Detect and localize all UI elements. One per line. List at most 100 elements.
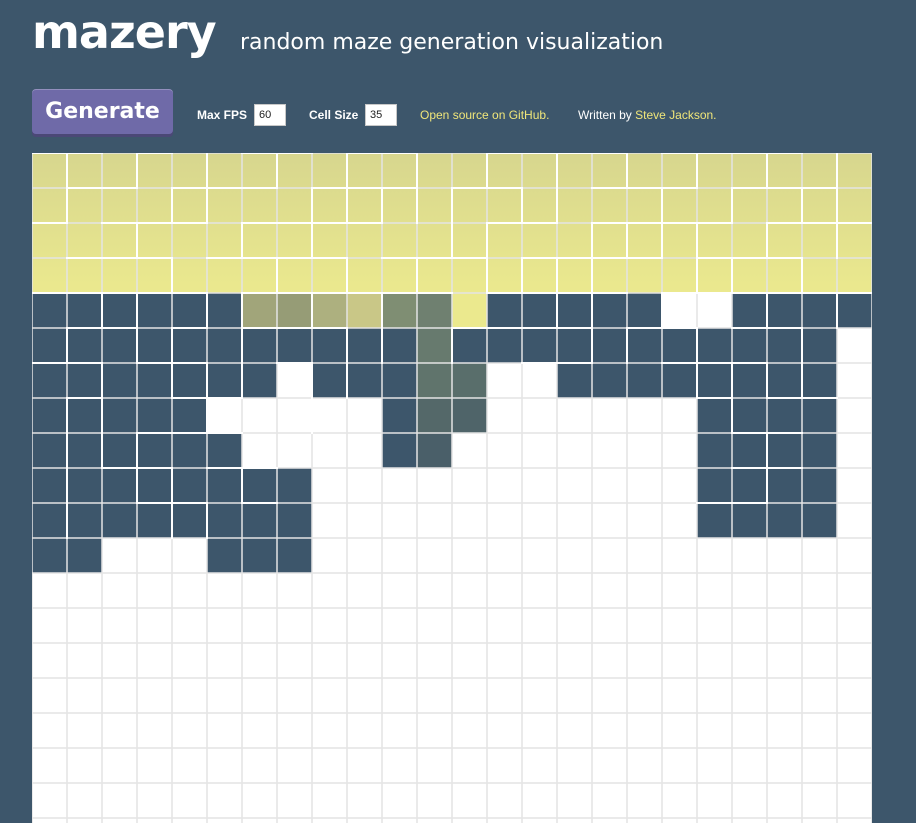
- maze-cell-unvisited: [837, 328, 872, 363]
- maze-cell-unvisited: [347, 783, 382, 818]
- maze-cell-visited: [802, 328, 837, 363]
- maze-cell-unvisited: [207, 678, 242, 713]
- maze-cell-unvisited: [417, 748, 452, 783]
- maze-cell-unvisited: [312, 643, 347, 678]
- cell-size-input[interactable]: [365, 104, 397, 126]
- maze-cell-unvisited: [697, 678, 732, 713]
- maze-cell-visited: [102, 503, 137, 538]
- maze-cell-visited: [32, 433, 67, 468]
- max-fps-input[interactable]: [254, 104, 286, 126]
- maze-canvas[interactable]: [32, 153, 872, 823]
- maze-cell-unvisited: [347, 818, 382, 823]
- maze-cell-unvisited: [522, 678, 557, 713]
- maze-cell-unvisited: [67, 818, 102, 823]
- maze-cell-visited: [242, 363, 277, 398]
- maze-cell-unvisited: [592, 573, 627, 608]
- maze-cell-unvisited: [347, 748, 382, 783]
- maze-cell-unvisited: [452, 713, 487, 748]
- maze-cell-unvisited: [207, 818, 242, 823]
- maze-cell-unvisited: [592, 433, 627, 468]
- maze-cell-visited: [732, 328, 767, 363]
- maze-cell-unvisited: [347, 608, 382, 643]
- maze-cell-unvisited: [452, 538, 487, 573]
- maze-cell-visited: [347, 363, 382, 398]
- maze-cell-unvisited: [522, 503, 557, 538]
- maze-cell-unvisited: [837, 608, 872, 643]
- maze-cell-unvisited: [837, 538, 872, 573]
- maze-cell-unvisited: [172, 608, 207, 643]
- maze-cell-visited: [522, 328, 557, 363]
- maze-cell-unvisited: [487, 433, 522, 468]
- maze-cell-unvisited: [277, 678, 312, 713]
- maze-cell-unvisited: [487, 468, 522, 503]
- maze-cell-visited: [732, 398, 767, 433]
- maze-cell-unvisited: [627, 783, 662, 818]
- maze-cell-unvisited: [767, 643, 802, 678]
- maze-cell-visited: [277, 503, 312, 538]
- maze-cell-unvisited: [347, 713, 382, 748]
- github-link[interactable]: Open source on GitHub.: [420, 108, 550, 122]
- maze-cell-visited: [382, 328, 417, 363]
- app-title: mazery: [32, 5, 217, 59]
- maze-cell-visited: [662, 328, 697, 363]
- maze-cell-visited: [592, 363, 627, 398]
- author-link[interactable]: Steve Jackson.: [635, 108, 717, 122]
- maze-cell-visited: [137, 363, 172, 398]
- maze-cell-unvisited: [802, 713, 837, 748]
- maze-cell-unvisited: [137, 818, 172, 823]
- maze-cell-visited: [172, 398, 207, 433]
- maze-cell-unvisited: [767, 573, 802, 608]
- maze-cell-unvisited: [347, 538, 382, 573]
- generate-button[interactable]: Generate: [32, 89, 173, 134]
- maze-cell-unvisited: [732, 818, 767, 823]
- maze-cell-unvisited: [67, 573, 102, 608]
- maze-cell-unvisited: [347, 503, 382, 538]
- maze-cell-visited: [452, 328, 487, 363]
- maze-cell-visited: [347, 328, 382, 363]
- maze-cell-unvisited: [837, 748, 872, 783]
- maze-cell-unvisited: [32, 783, 67, 818]
- maze-cell-unvisited: [487, 538, 522, 573]
- maze-cell-unvisited: [382, 818, 417, 823]
- max-fps-label: Max FPS: [197, 108, 248, 122]
- maze-cell-unvisited: [697, 783, 732, 818]
- maze-cell-unvisited: [67, 713, 102, 748]
- maze-cell-unvisited: [487, 713, 522, 748]
- maze-cell-unvisited: [277, 398, 312, 433]
- maze-cell-visited: [242, 328, 277, 363]
- maze-cell-visited: [32, 503, 67, 538]
- maze-cell-unvisited: [277, 433, 312, 468]
- maze-cell-unvisited: [557, 713, 592, 748]
- maze-cell-unvisited: [452, 643, 487, 678]
- maze-cell-unvisited: [312, 783, 347, 818]
- maze-cell-unvisited: [837, 398, 872, 433]
- maze-cell-unvisited: [417, 713, 452, 748]
- maze-cell-unvisited: [277, 363, 312, 398]
- maze-cell-unvisited: [732, 783, 767, 818]
- maze-cell-unvisited: [102, 643, 137, 678]
- maze-cell-visited: [557, 293, 592, 328]
- maze-cell-unvisited: [557, 783, 592, 818]
- maze-cell-visited: [697, 503, 732, 538]
- cell-size-label: Cell Size: [309, 108, 359, 122]
- maze-cell-visited: [242, 503, 277, 538]
- written-by: Written by Steve Jackson.: [578, 108, 717, 122]
- maze-cell-unvisited: [172, 538, 207, 573]
- maze-cell-unvisited: [697, 748, 732, 783]
- maze-cell-visited: [837, 293, 872, 328]
- maze-cell-visited: [627, 328, 662, 363]
- maze-cell-visited: [802, 503, 837, 538]
- maze-cell-unvisited: [277, 643, 312, 678]
- maze-cell-unvisited: [592, 713, 627, 748]
- maze-cell-visited: [207, 293, 242, 328]
- maze-cell-unvisited: [627, 468, 662, 503]
- maze-cell-unvisited: [802, 783, 837, 818]
- maze-cell-unvisited: [312, 748, 347, 783]
- maze-cell-unvisited: [172, 573, 207, 608]
- maze-cell-unvisited: [837, 783, 872, 818]
- maze-cell-unvisited: [417, 678, 452, 713]
- maze-cell-visited: [732, 503, 767, 538]
- maze-cell-unvisited: [347, 433, 382, 468]
- maze-cell-unvisited: [67, 678, 102, 713]
- maze-cell-visited: [312, 363, 347, 398]
